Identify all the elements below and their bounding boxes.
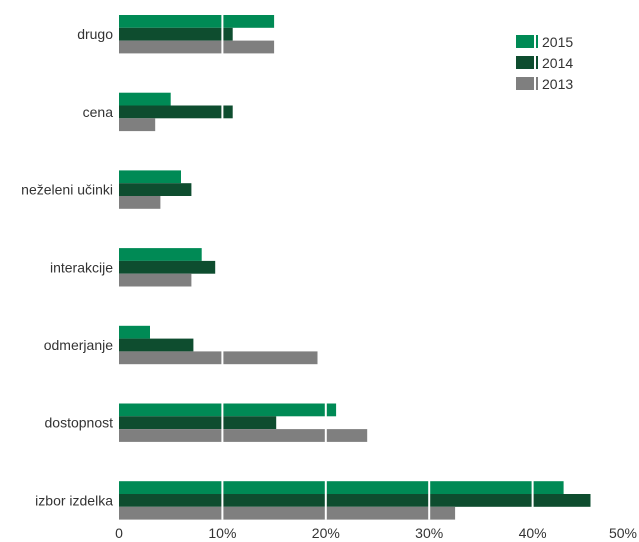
bar-2014-1 [119,105,233,119]
bar-2014-4 [119,338,194,352]
bar-2014-6 [119,494,591,507]
legend-swatch-mark [536,77,538,90]
x-tick-label: 30% [415,525,443,541]
legend: 2015 2014 2013 [516,34,573,92]
bar-2013-4 [119,351,318,365]
legend-swatch [516,77,534,90]
gridlines-group [221,15,534,520]
legend-label: 2015 [542,34,573,50]
x-tick-label: 10% [208,525,236,541]
category-label: izbor izdelka [35,492,113,508]
category-label: neželeni učinki [21,182,113,198]
x-tick-label: 50% [609,525,637,541]
bar-2014-3 [119,260,216,274]
legend-label: 2013 [542,76,573,92]
x-tick-labels-group: 0 10% 20% 30% 40% 50% [115,525,637,541]
legend-label: 2014 [542,55,573,71]
bar-2013-5 [119,429,368,442]
bars-group [119,15,591,520]
bar-2015-0 [119,15,275,28]
bar-2015-4 [119,325,150,339]
legend-swatch-mark [536,56,538,69]
category-label: interakcije [50,259,113,275]
x-tick-label: 40% [519,525,547,541]
bar-2013-6 [119,506,456,520]
category-label: drugo [77,26,113,42]
bar-2015-6 [119,481,564,494]
bar-2015-1 [119,92,171,106]
bar-2014-0 [119,27,233,41]
bar-2013-0 [119,40,275,54]
bar-2014-2 [119,183,192,196]
legend-swatch [516,56,534,69]
bar-2015-5 [119,403,337,417]
bar-2013-2 [119,196,161,209]
bar-2015-3 [119,248,202,261]
category-label: cena [83,104,114,120]
bar-2013-3 [119,273,192,287]
bar-2013-1 [119,118,156,132]
bar-2015-2 [119,170,181,184]
bar-2014-5 [119,416,277,430]
x-tick-label: 20% [312,525,340,541]
category-label: dostopnost [45,415,114,431]
category-labels-group: drugo cena neželeni učinki interakcije odmer… [21,26,113,508]
category-label: odmerjanje [44,337,113,353]
legend-swatch [516,35,534,48]
x-tick-label: 0 [115,525,123,541]
legend-swatch-mark [536,35,538,48]
